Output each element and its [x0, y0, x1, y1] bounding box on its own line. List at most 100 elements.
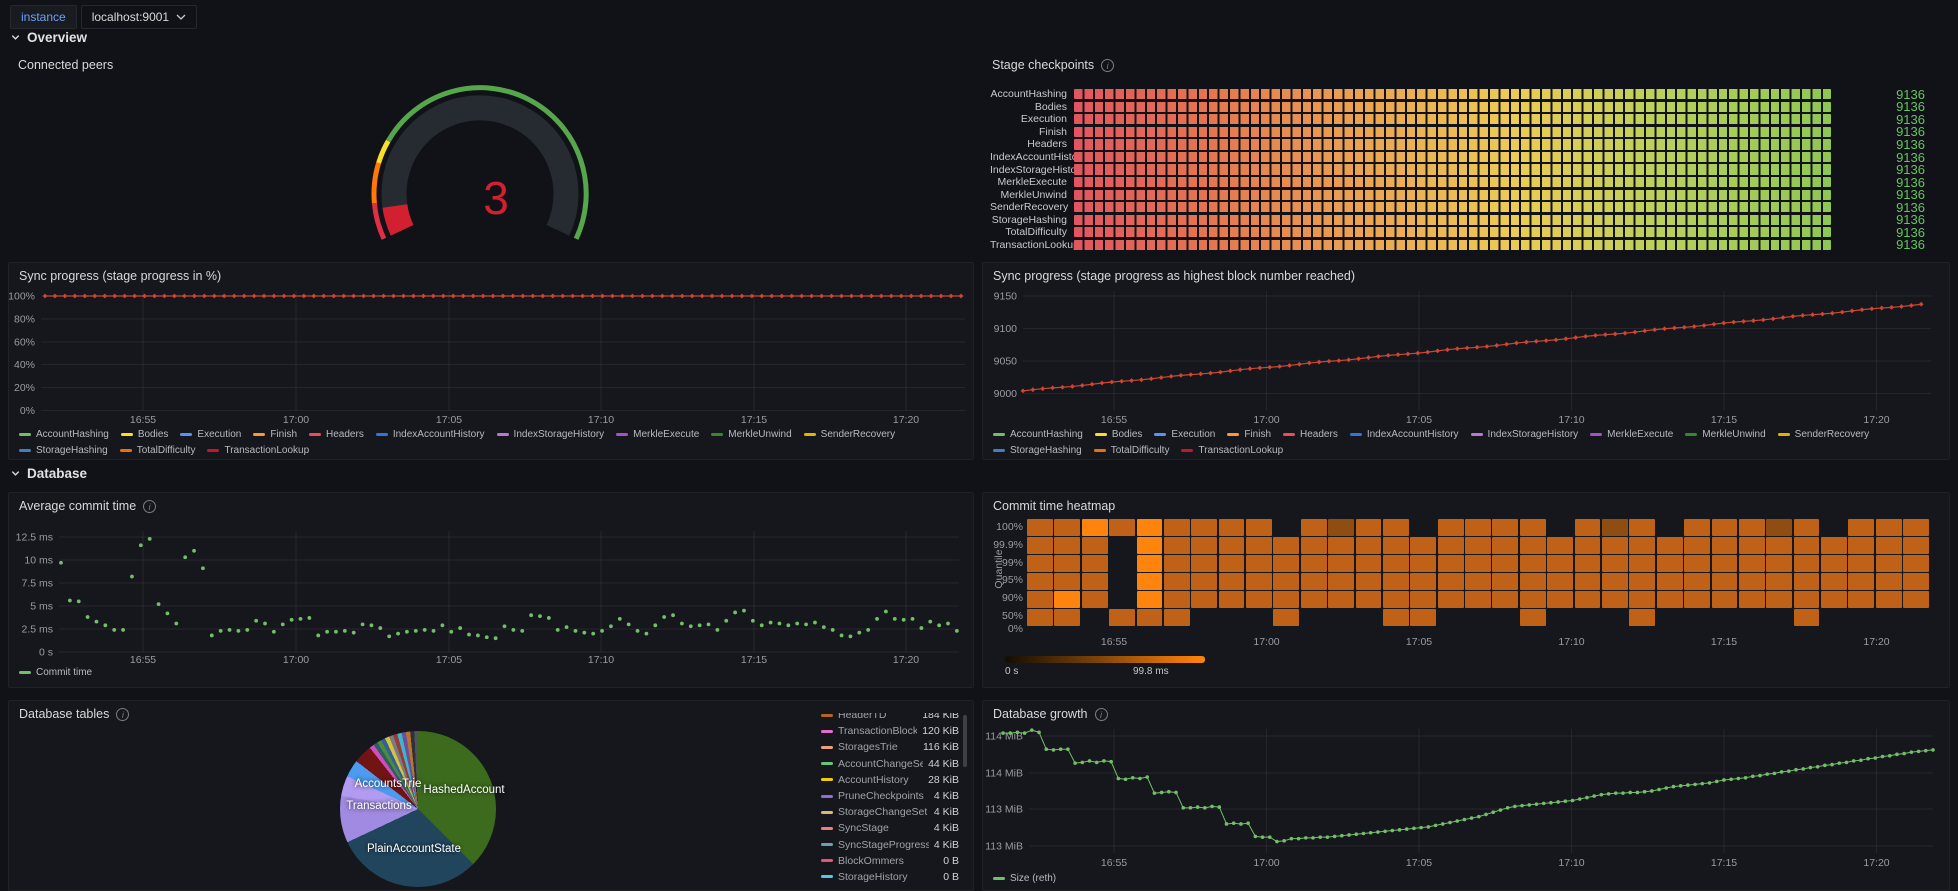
- heatmap-cell: [1300, 537, 1327, 554]
- heatmap-cell: [1054, 519, 1081, 536]
- legend-swatch: [993, 449, 1005, 452]
- legend-item[interactable]: IndexStorageHistory: [496, 429, 604, 440]
- heatmap-cell: [1163, 573, 1190, 590]
- legend-item[interactable]: MerkleExecute: [616, 429, 699, 440]
- instance-select[interactable]: localhost:9001: [80, 5, 198, 29]
- table-legend-row[interactable]: AccountChangeSet 44 KiB: [821, 756, 967, 772]
- legend-item[interactable]: Execution: [1154, 429, 1215, 440]
- heatmap-cell: [1136, 537, 1163, 554]
- table-name: StorageChangeSet: [838, 806, 928, 819]
- legend-item[interactable]: AccountHashing: [19, 429, 109, 440]
- legend-item[interactable]: AccountHashing: [993, 429, 1083, 440]
- section-overview[interactable]: Overview: [10, 30, 87, 45]
- heatmap-cell: [1738, 519, 1765, 536]
- panel-title[interactable]: Sync progress (stage progress in %): [19, 269, 221, 283]
- scrollbar[interactable]: [963, 715, 967, 767]
- table-legend-row[interactable]: StorageChangeSet 4 KiB: [821, 804, 967, 820]
- heatmap-cell: [1410, 519, 1436, 536]
- info-icon[interactable]: [1094, 707, 1108, 721]
- svg-text:17:00: 17:00: [283, 654, 309, 665]
- panel-title[interactable]: Connected peers: [18, 58, 113, 72]
- legend-swatch: [711, 433, 724, 436]
- heatmap-cell: [1054, 591, 1081, 608]
- table-size: 28 KiB: [928, 773, 959, 786]
- heatmap-cell: [1793, 573, 1820, 590]
- legend-item[interactable]: Finish: [253, 429, 297, 440]
- table-legend-row[interactable]: AccountHistory 28 KiB: [821, 772, 967, 788]
- panel-title[interactable]: Stage checkpoints: [992, 58, 1115, 72]
- legend-item[interactable]: TotalDifficulty: [119, 445, 195, 456]
- panel-title-text: Database tables: [19, 707, 110, 721]
- legend-item[interactable]: SenderRecovery: [803, 429, 895, 440]
- panel-title[interactable]: Sync progress (stage progress as highest…: [993, 269, 1355, 283]
- heatmap-cell: [1492, 555, 1519, 572]
- table-legend-row[interactable]: BlockOmmers 0 B: [821, 853, 967, 869]
- legend-item[interactable]: MerkleUnwind: [711, 429, 792, 440]
- legend-item[interactable]: SenderRecovery: [1777, 429, 1869, 440]
- legend-item[interactable]: MerkleUnwind: [1685, 429, 1766, 440]
- heatmap-cell: [1519, 519, 1546, 536]
- heatmap-cell: [1273, 555, 1300, 572]
- table-legend-row[interactable]: SyncStageProgress 4 KiB: [821, 837, 967, 853]
- svg-text:12.5 ms: 12.5 ms: [16, 532, 53, 544]
- legend-label: Finish: [1244, 429, 1272, 440]
- svg-text:0 s: 0 s: [39, 647, 53, 659]
- stage-row-value: 9136: [1896, 199, 1925, 215]
- table-legend-row[interactable]: TransactionBlock 120 KiB: [821, 723, 967, 739]
- legend-swatch: [616, 433, 629, 436]
- heatmap-cell: [1848, 555, 1875, 572]
- stage-row-cells: [1074, 202, 1831, 213]
- table-legend-row[interactable]: SyncStage 4 KiB: [821, 820, 967, 836]
- panel-title[interactable]: Database tables: [19, 707, 130, 721]
- svg-text:100%: 100%: [9, 291, 35, 303]
- panel-title-text: Stage checkpoints: [992, 58, 1095, 72]
- legend-item[interactable]: Finish: [1227, 429, 1271, 440]
- stage-row-label: Finish: [1038, 125, 1067, 138]
- heatmap-cell: [1328, 573, 1354, 590]
- table-legend-row[interactable]: StorageHistory 0 B: [821, 869, 967, 885]
- legend-item[interactable]: TotalDifficulty: [1093, 445, 1169, 456]
- legend-item[interactable]: Bodies: [120, 429, 168, 440]
- legend-item[interactable]: MerkleExecute: [1590, 429, 1673, 440]
- legend-item[interactable]: StorageHashing: [993, 445, 1082, 456]
- pie-label-plain-account-state: PlainAccountState: [367, 843, 461, 855]
- legend-item[interactable]: TransactionLookup: [207, 445, 309, 456]
- heatmap-cell: [1437, 537, 1464, 554]
- svg-text:16:55: 16:55: [1101, 857, 1127, 869]
- panel-title[interactable]: Database growth: [993, 707, 1108, 721]
- heatmap-cell: [1711, 573, 1738, 590]
- legend-item[interactable]: IndexStorageHistory: [1470, 429, 1578, 440]
- heatmap-cell: [1602, 555, 1628, 572]
- stage-row-cells: [1074, 114, 1831, 125]
- heatmap-cell: [1738, 591, 1765, 608]
- heatmap-time-label: 17:00: [1253, 636, 1280, 648]
- legend-swatch: [1154, 433, 1167, 436]
- legend-item[interactable]: Commit time: [19, 667, 92, 678]
- legend-item[interactable]: Execution: [180, 429, 241, 440]
- legend-item[interactable]: IndexAccountHistory: [375, 429, 485, 440]
- legend-item[interactable]: IndexAccountHistory: [1349, 429, 1459, 440]
- heatmap-cell: [1273, 609, 1300, 626]
- heatmap-cell: [1547, 573, 1574, 590]
- svg-text:16:55: 16:55: [130, 414, 156, 426]
- heatmap-cell: [1821, 573, 1847, 590]
- legend-item[interactable]: Bodies: [1094, 429, 1142, 440]
- heatmap-cell: [1766, 555, 1793, 572]
- legend-item[interactable]: StorageHashing: [19, 445, 108, 456]
- info-icon[interactable]: [1101, 58, 1115, 72]
- variable-label: instance: [10, 5, 77, 29]
- legend-item[interactable]: Headers: [309, 429, 364, 440]
- legend-item[interactable]: TransactionLookup: [1181, 445, 1283, 456]
- heatmap-time-label: 17:10: [1558, 636, 1585, 648]
- table-legend-row[interactable]: StoragesTrie 116 KiB: [821, 739, 967, 755]
- info-icon[interactable]: [116, 707, 130, 721]
- table-legend-row[interactable]: PruneCheckpoints 4 KiB: [821, 788, 967, 804]
- info-icon[interactable]: [143, 499, 157, 513]
- legend-item[interactable]: Size (reth): [993, 873, 1056, 884]
- table-legend-row[interactable]: HeaderTD 184 KiB: [821, 713, 967, 723]
- panel-title[interactable]: Commit time heatmap: [993, 499, 1115, 513]
- heatmap-cell: [1848, 573, 1875, 590]
- legend-item[interactable]: Headers: [1283, 429, 1338, 440]
- panel-title[interactable]: Average commit time: [19, 499, 157, 513]
- section-database[interactable]: Database: [10, 466, 87, 481]
